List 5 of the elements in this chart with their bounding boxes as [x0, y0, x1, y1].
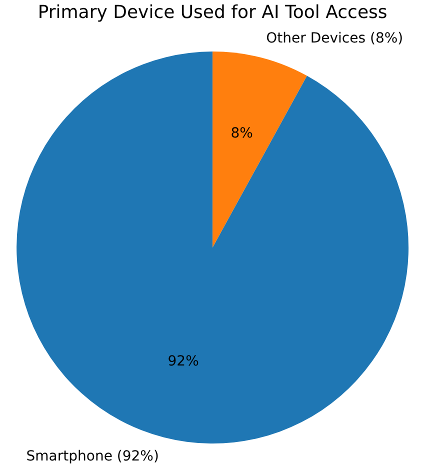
slice-label: Smartphone (92%) [26, 448, 159, 464]
chart-title: Primary Device Used for AI Tool Access [38, 2, 388, 23]
data-label: 8% [230, 126, 253, 142]
slice-label: Other Devices (8%) [266, 30, 404, 47]
data-label: 92% [168, 353, 199, 370]
